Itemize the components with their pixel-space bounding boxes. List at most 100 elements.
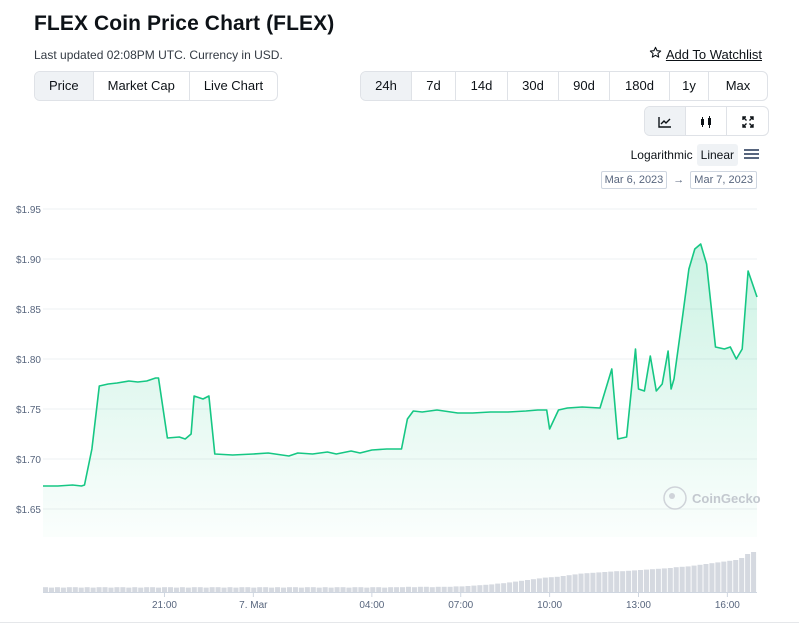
volume-bar bbox=[120, 587, 126, 592]
volume-bar bbox=[167, 587, 173, 592]
y-tick-label: $1.85 bbox=[16, 305, 41, 316]
volume-bar bbox=[441, 586, 447, 592]
volume-bar bbox=[578, 573, 584, 592]
volume-bar bbox=[310, 587, 316, 592]
volume-bars bbox=[43, 552, 757, 592]
chart-bottom-divider bbox=[0, 622, 799, 623]
volume-bar bbox=[114, 587, 120, 592]
volume-bar bbox=[429, 587, 435, 592]
volume-bar bbox=[72, 587, 78, 592]
volume-bar bbox=[632, 570, 638, 592]
time-range-tabs: 24h 7d 14d 30d 90d 180d 1y Max bbox=[360, 71, 768, 101]
volume-bar bbox=[269, 587, 275, 592]
x-tick-label: 04:00 bbox=[359, 600, 384, 611]
line-chart-button[interactable] bbox=[645, 107, 686, 135]
tab-price[interactable]: Price bbox=[35, 72, 94, 100]
tab-live-chart[interactable]: Live Chart bbox=[203, 78, 264, 93]
volume-bar bbox=[673, 567, 679, 592]
volume-bar bbox=[411, 587, 417, 592]
volume-bar bbox=[173, 587, 179, 592]
x-tick-label: 16:00 bbox=[715, 600, 740, 611]
chart-menu-icon[interactable] bbox=[744, 148, 759, 163]
volume-bar bbox=[542, 577, 548, 592]
volume-bar bbox=[185, 587, 191, 592]
range-24h[interactable]: 24h bbox=[361, 72, 412, 100]
volume-bar bbox=[667, 568, 673, 592]
volume-bar bbox=[572, 574, 578, 592]
volume-bar bbox=[43, 587, 49, 592]
range-30d[interactable]: 30d bbox=[508, 72, 559, 100]
scale-linear[interactable]: Linear bbox=[696, 144, 738, 166]
scale-logarithmic[interactable]: Logarithmic bbox=[630, 148, 693, 162]
volume-bar bbox=[394, 587, 400, 592]
range-180d[interactable]: 180d bbox=[610, 72, 670, 100]
volume-bar bbox=[751, 552, 757, 592]
watchlist-label: Add To Watchlist bbox=[665, 46, 762, 62]
x-tick-label: 7. Mar bbox=[239, 600, 268, 611]
volume-bar bbox=[513, 581, 519, 592]
volume-bar bbox=[126, 587, 132, 592]
volume-bar bbox=[203, 587, 209, 592]
volume-bar bbox=[560, 576, 566, 592]
volume-bar bbox=[352, 587, 358, 592]
volume-bar bbox=[221, 587, 227, 592]
volume-bar bbox=[477, 585, 483, 592]
price-series bbox=[43, 243, 758, 537]
range-14d[interactable]: 14d bbox=[456, 72, 508, 100]
volume-bar bbox=[257, 587, 263, 592]
coingecko-logo-icon bbox=[663, 486, 687, 510]
volume-bar bbox=[590, 572, 596, 592]
x-tick-label: 10:00 bbox=[537, 600, 562, 611]
volume-bar bbox=[54, 587, 60, 592]
y-tick-label: $1.65 bbox=[16, 505, 41, 516]
volume-bar bbox=[459, 586, 465, 592]
price-chart[interactable]: $1.95 $1.90 $1.85 $1.80 $1.75 $1.70 $1.65 21:0… bbox=[0, 195, 799, 622]
volume-bar bbox=[620, 571, 626, 592]
volume-bar bbox=[340, 587, 346, 592]
volume-bar bbox=[60, 587, 66, 592]
date-arrow: → bbox=[673, 174, 685, 186]
y-tick-label: $1.95 bbox=[16, 205, 41, 216]
y-axis: $1.95 $1.90 $1.85 $1.80 $1.75 $1.70 $1.65 bbox=[16, 205, 41, 516]
range-1y[interactable]: 1y bbox=[670, 72, 709, 100]
volume-bar bbox=[447, 586, 453, 592]
volume-bar bbox=[435, 586, 441, 592]
last-updated-text: Last updated 02:08PM UTC. Currency in US… bbox=[34, 48, 283, 62]
chart-view-tabs: Price Market Cap Live Chart bbox=[34, 71, 279, 101]
volume-bar bbox=[417, 586, 423, 592]
range-90d[interactable]: 90d bbox=[559, 72, 610, 100]
date-to-input[interactable]: Mar 7, 2023 bbox=[690, 171, 757, 189]
volume-bar bbox=[709, 563, 715, 592]
volume-bar bbox=[364, 587, 370, 592]
range-7d[interactable]: 7d bbox=[412, 72, 456, 100]
date-from-input[interactable]: Mar 6, 2023 bbox=[600, 171, 668, 189]
volume-bar bbox=[102, 587, 108, 592]
volume-bar bbox=[292, 587, 298, 592]
volume-bar bbox=[382, 587, 388, 592]
x-tick-label: 07:00 bbox=[448, 600, 473, 611]
price-line bbox=[43, 243, 758, 487]
volume-bar bbox=[638, 570, 644, 592]
volume-bar bbox=[263, 587, 269, 592]
add-to-watchlist-link[interactable]: Add To Watchlist bbox=[649, 46, 762, 62]
scale-toggle: Logarithmic Linear bbox=[627, 144, 759, 166]
tab-market-cap[interactable]: Market Cap bbox=[94, 72, 190, 100]
volume-bar bbox=[233, 587, 239, 592]
volume-bar bbox=[179, 587, 185, 592]
volume-bar bbox=[489, 584, 495, 592]
star-icon bbox=[649, 46, 662, 62]
y-tick-label: $1.75 bbox=[16, 405, 41, 416]
volume-bar bbox=[358, 587, 364, 592]
volume-bar bbox=[400, 587, 406, 592]
volume-bar bbox=[322, 587, 328, 592]
volume-bar bbox=[465, 586, 471, 592]
volume-bar bbox=[715, 562, 721, 592]
fullscreen-button[interactable] bbox=[727, 107, 768, 135]
line-chart-icon bbox=[658, 113, 672, 128]
y-tick-label: $1.80 bbox=[16, 355, 41, 366]
coingecko-watermark: CoinGecko bbox=[663, 486, 761, 510]
candlestick-button[interactable] bbox=[686, 107, 727, 135]
volume-bar bbox=[156, 587, 162, 592]
range-max[interactable]: Max bbox=[725, 78, 751, 93]
volume-bar bbox=[251, 587, 257, 592]
